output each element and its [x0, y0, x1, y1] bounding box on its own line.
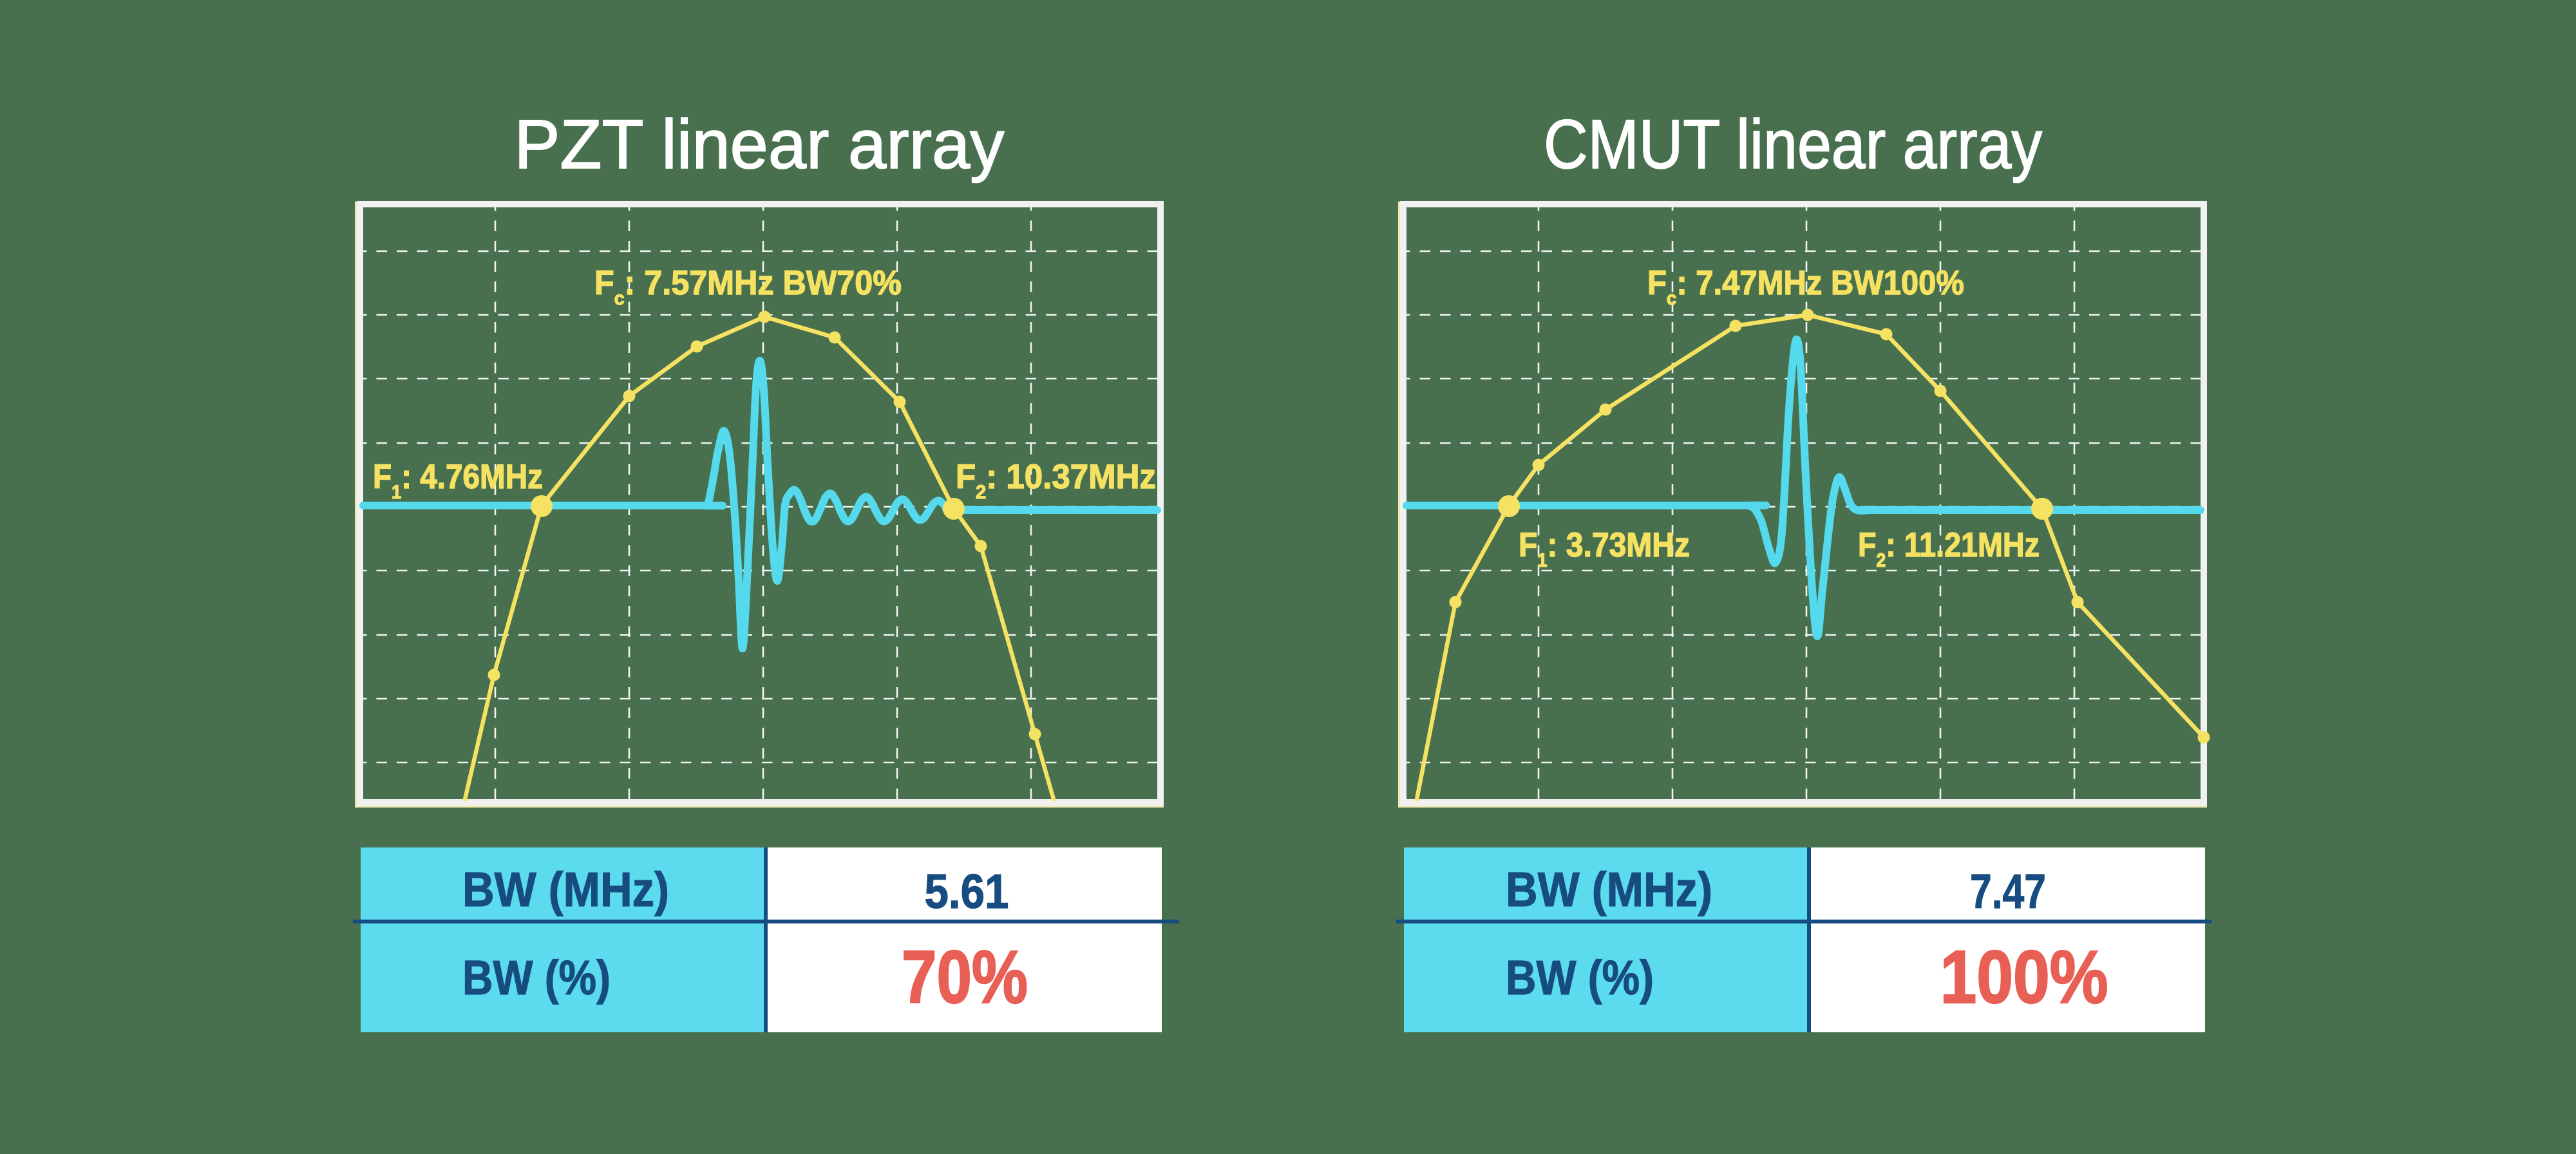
svg-text:70%: 70% [902, 935, 1028, 1019]
svg-text:BW (MHz): BW (MHz) [1506, 862, 1712, 916]
svg-text:5.61: 5.61 [925, 864, 1009, 918]
svg-text:F1: 3.73MHz: F1: 3.73MHz [1519, 526, 1690, 571]
svg-text:F2: 10.37MHz: F2: 10.37MHz [956, 458, 1156, 503]
svg-text:100%: 100% [1940, 935, 2108, 1019]
svg-text:BW (MHz): BW (MHz) [462, 862, 669, 916]
svg-text:F2: 11.21MHz: F2: 11.21MHz [1858, 526, 2040, 571]
svg-text:7.47: 7.47 [1970, 864, 2046, 918]
svg-text:BW (%): BW (%) [462, 951, 611, 1005]
svg-text:Fc: 7.57MHz BW70%: Fc: 7.57MHz BW70% [594, 264, 902, 309]
svg-text:PZT linear array: PZT linear array [515, 105, 1005, 183]
svg-text:BW (%): BW (%) [1506, 951, 1654, 1005]
svg-text:CMUT linear array: CMUT linear array [1544, 105, 2042, 183]
svg-text:Fc: 7.47MHz BW100%: Fc: 7.47MHz BW100% [1647, 264, 1964, 309]
svg-text:F1: 4.76MHz: F1: 4.76MHz [373, 458, 543, 503]
